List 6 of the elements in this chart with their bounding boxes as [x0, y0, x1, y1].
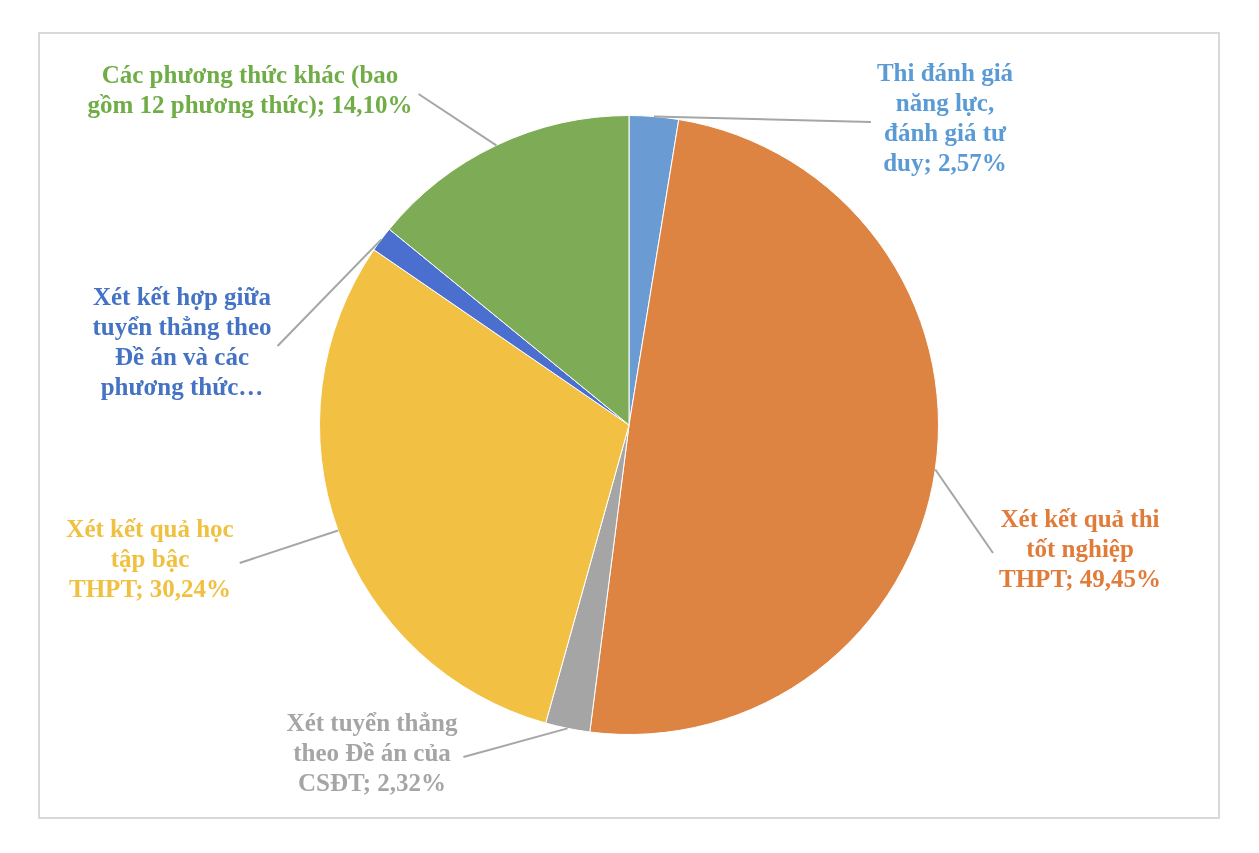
slice-label: Thi đánh giá năng lực, đánh giá tư duy; 2,57% — [876, 58, 1014, 176]
slice-label: Xét kết hợp giữa tuyển thẳng theo Đề án và các phương thức… — [92, 282, 272, 400]
slice-label: Xét tuyển thẳng theo Đề án của CSĐT; 2,32% — [286, 708, 458, 796]
slice-label: Xét kết quả học tập bậc THPT; 30,24% — [66, 514, 234, 602]
slice-label: Xét kết quả thi tốt nghiệp THPT; 49,45% — [998, 504, 1162, 592]
slice-label: Các phương thức khác (bao gồm 12 phương thức); 14,10% — [87, 60, 413, 119]
